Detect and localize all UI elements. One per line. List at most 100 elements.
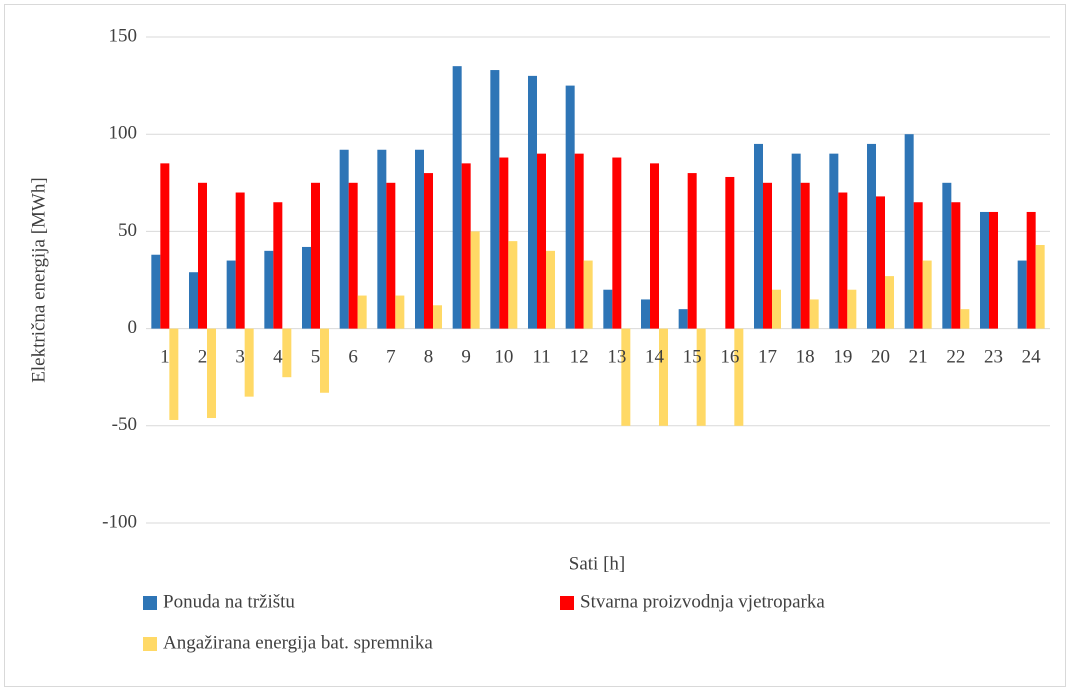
x-tick-label: 4 xyxy=(273,346,283,367)
bar xyxy=(226,260,236,329)
bar xyxy=(847,289,857,329)
legend-label: Stvarna proizvodnja vjetroparka xyxy=(580,591,825,612)
x-tick-label: 20 xyxy=(871,346,890,367)
x-tick-label: 16 xyxy=(720,346,739,367)
bar xyxy=(734,328,744,426)
bar xyxy=(320,328,329,393)
bar xyxy=(678,309,688,329)
bar xyxy=(537,153,546,329)
bar xyxy=(160,163,170,329)
bar xyxy=(960,309,970,329)
bar xyxy=(838,192,848,329)
bar xyxy=(470,231,480,329)
bar xyxy=(772,289,781,329)
bar xyxy=(565,85,575,329)
x-tick-label: 14 xyxy=(645,346,665,367)
bar xyxy=(612,157,622,329)
bar xyxy=(809,299,819,329)
bar xyxy=(791,153,801,329)
bar xyxy=(461,163,471,329)
x-tick-label: 19 xyxy=(833,346,852,367)
x-tick-label: 5 xyxy=(311,346,321,367)
bar xyxy=(546,250,555,329)
bar xyxy=(207,328,216,419)
bar xyxy=(395,295,405,329)
y-tick-label: 0 xyxy=(128,317,138,338)
bar xyxy=(424,173,433,329)
bar xyxy=(867,143,876,329)
bar xyxy=(235,192,245,329)
bar xyxy=(415,149,424,329)
bar xyxy=(499,157,509,329)
bar xyxy=(641,299,650,329)
x-tick-label: 7 xyxy=(386,346,396,367)
bar xyxy=(490,70,500,329)
x-tick-label: 18 xyxy=(796,346,815,367)
bar xyxy=(922,260,932,329)
bar xyxy=(151,254,161,329)
bar xyxy=(621,328,631,426)
bar xyxy=(1035,245,1045,329)
bar xyxy=(754,143,763,329)
bar xyxy=(508,241,518,329)
bar xyxy=(989,211,998,329)
x-tick-label: 11 xyxy=(532,346,550,367)
bar xyxy=(800,182,810,329)
x-tick-label: 23 xyxy=(984,346,1003,367)
bar xyxy=(829,153,839,329)
bar xyxy=(452,66,462,329)
bar xyxy=(725,176,735,329)
bar xyxy=(282,328,292,378)
x-tick-label: 24 xyxy=(1022,346,1042,367)
x-tick-label: 10 xyxy=(494,346,513,367)
bar xyxy=(348,182,358,329)
y-tick-label: 150 xyxy=(109,25,138,46)
legend-swatch xyxy=(560,596,574,610)
bar xyxy=(687,173,697,329)
bar xyxy=(169,328,179,420)
bar xyxy=(377,149,387,329)
bar xyxy=(913,202,923,329)
legend-label: Ponuda na tržištu xyxy=(163,591,295,612)
x-tick-label: 1 xyxy=(160,346,170,367)
x-tick-label: 15 xyxy=(683,346,702,367)
y-tick-label: -100 xyxy=(102,511,137,532)
bar xyxy=(583,260,593,329)
y-tick-label: -50 xyxy=(112,414,137,435)
legend-label: Angažirana energija bat. spremnika xyxy=(163,632,433,653)
bar xyxy=(273,202,283,329)
x-axis-label: Sati [h] xyxy=(569,553,625,574)
bar xyxy=(528,75,537,329)
bar xyxy=(696,328,706,426)
x-tick-label: 21 xyxy=(909,346,928,367)
bar xyxy=(264,250,274,329)
bar xyxy=(942,182,952,329)
bar xyxy=(876,196,885,329)
bar xyxy=(189,272,198,329)
bar xyxy=(357,295,367,329)
bar xyxy=(198,182,207,329)
bar xyxy=(603,289,613,329)
bar xyxy=(904,134,914,329)
x-tick-label: 3 xyxy=(235,346,245,367)
bar xyxy=(433,305,442,329)
x-tick-label: 12 xyxy=(570,346,589,367)
bar xyxy=(302,246,311,329)
y-tick-label: 50 xyxy=(118,220,137,241)
bar xyxy=(650,163,659,329)
x-tick-label: 9 xyxy=(461,346,471,367)
bar xyxy=(885,276,894,329)
x-tick-label: 6 xyxy=(348,346,358,367)
bar xyxy=(980,211,989,329)
legend-swatch xyxy=(143,596,157,610)
y-tick-label: 100 xyxy=(109,123,138,144)
x-tick-label: 17 xyxy=(758,346,777,367)
bar xyxy=(339,149,349,329)
bar xyxy=(951,202,961,329)
bar xyxy=(1017,260,1027,329)
y-axis-label: Električna energija [MWh] xyxy=(28,177,49,382)
bar xyxy=(311,182,320,329)
bar xyxy=(244,328,254,397)
bar xyxy=(386,182,396,329)
